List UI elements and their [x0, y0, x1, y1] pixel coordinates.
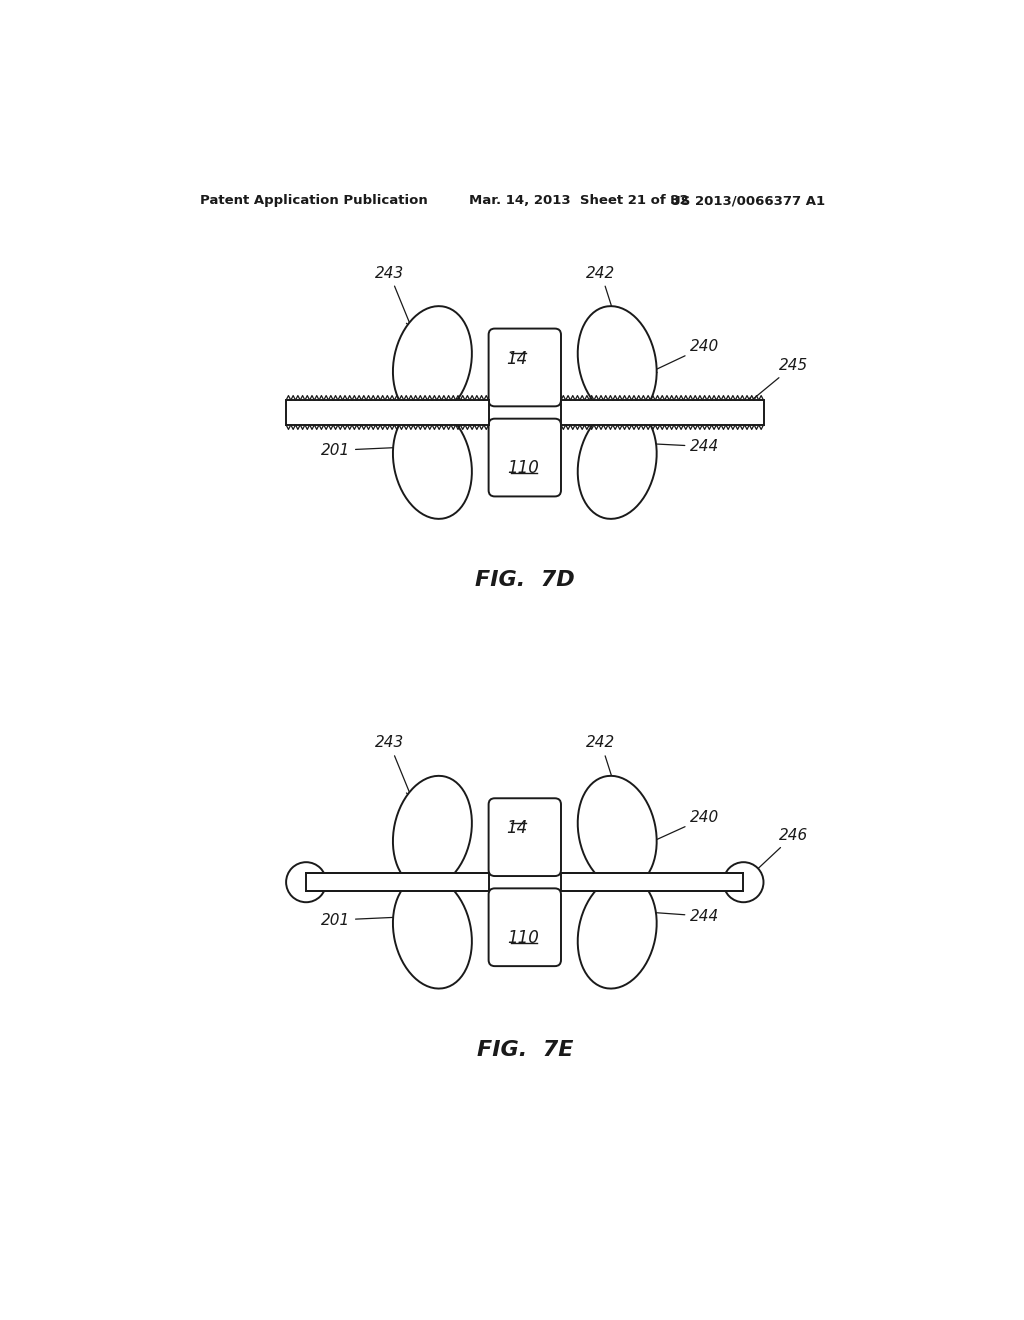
Text: 246: 246 — [746, 828, 808, 879]
Bar — [561, 873, 743, 891]
Text: 245: 245 — [748, 358, 808, 404]
Ellipse shape — [578, 407, 656, 519]
Text: 244: 244 — [646, 440, 720, 454]
Ellipse shape — [578, 776, 656, 888]
Text: 242: 242 — [587, 265, 617, 319]
FancyBboxPatch shape — [488, 329, 561, 407]
Text: 240: 240 — [648, 810, 720, 843]
Text: 243: 243 — [375, 735, 412, 797]
Bar — [306, 873, 488, 891]
Text: FIG.  7E: FIG. 7E — [476, 1040, 573, 1060]
Text: FIG.  7D: FIG. 7D — [475, 570, 574, 590]
Text: 243: 243 — [375, 265, 412, 327]
Bar — [561, 400, 764, 425]
Ellipse shape — [578, 876, 656, 989]
Ellipse shape — [393, 776, 472, 888]
FancyBboxPatch shape — [488, 418, 561, 496]
Text: US 2013/0066377 A1: US 2013/0066377 A1 — [670, 194, 824, 207]
Text: 240: 240 — [650, 339, 720, 372]
Text: 201: 201 — [321, 442, 401, 458]
Circle shape — [286, 862, 326, 903]
Ellipse shape — [393, 876, 472, 989]
Text: 201: 201 — [321, 912, 401, 928]
Text: 14: 14 — [507, 820, 527, 837]
Text: 110: 110 — [507, 459, 540, 477]
Text: 110: 110 — [507, 929, 540, 946]
Text: 244: 244 — [643, 908, 720, 924]
Circle shape — [724, 862, 764, 903]
Text: 14: 14 — [507, 350, 527, 367]
Ellipse shape — [393, 407, 472, 519]
Text: 242: 242 — [587, 735, 617, 789]
FancyBboxPatch shape — [488, 799, 561, 876]
FancyBboxPatch shape — [488, 888, 561, 966]
Text: Mar. 14, 2013  Sheet 21 of 32: Mar. 14, 2013 Sheet 21 of 32 — [469, 194, 689, 207]
Bar — [286, 400, 488, 425]
Ellipse shape — [393, 306, 472, 418]
Ellipse shape — [578, 306, 656, 418]
Text: Patent Application Publication: Patent Application Publication — [200, 194, 428, 207]
